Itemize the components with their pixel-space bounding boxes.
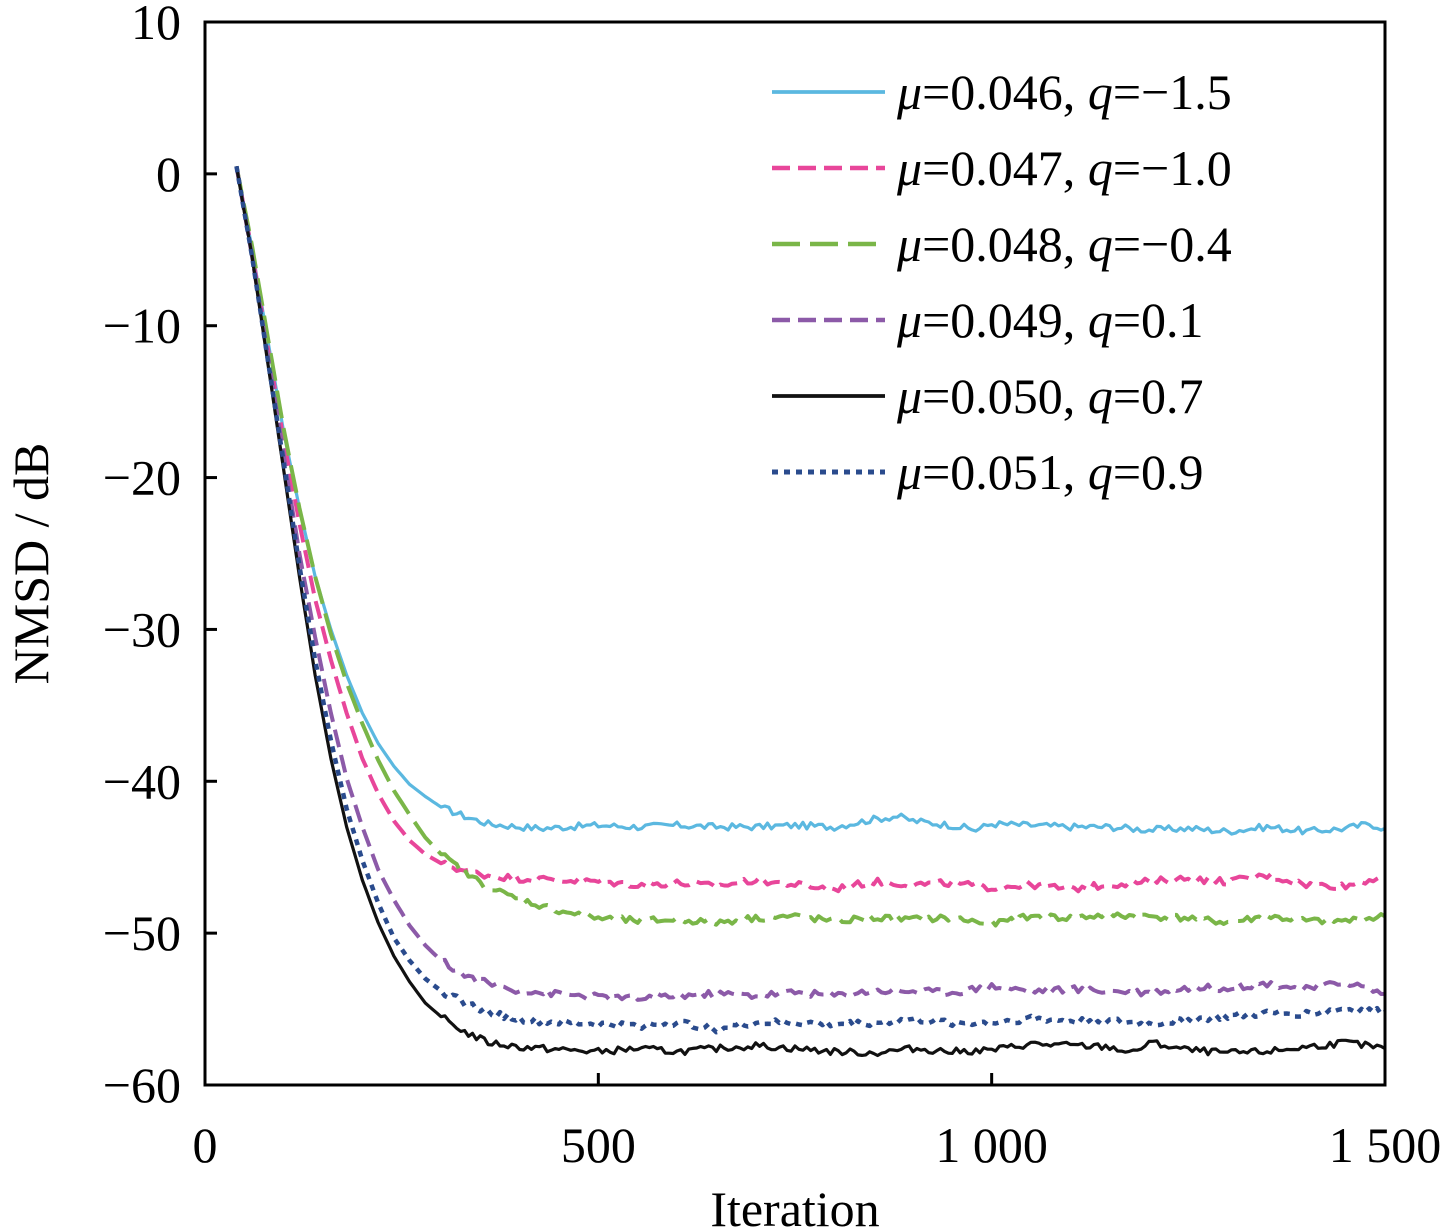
y-tick-label: −20 <box>103 450 181 506</box>
series-line-5 <box>234 166 1386 1058</box>
legend-label-part: =0.050, <box>922 368 1088 424</box>
series-line-3 <box>234 165 1387 928</box>
legend-label-2: μ=0.047, q=−1.0 <box>896 140 1232 196</box>
legend-label-part: q <box>1088 216 1113 272</box>
legend-label-part: =0.051, <box>922 444 1088 500</box>
legend-label-part: =0.046, <box>922 64 1088 120</box>
legend-label-part: =0.1 <box>1113 292 1204 348</box>
legend-label-part: =0.048, <box>922 216 1088 272</box>
legend-label-part: q <box>1088 64 1113 120</box>
legend: μ=0.046, q=−1.5μ=0.047, q=−1.0μ=0.048, q… <box>772 64 1232 500</box>
legend-label-part: =0.047, <box>922 140 1088 196</box>
series-line-2 <box>234 165 1386 894</box>
legend-label-part: μ <box>896 368 922 424</box>
x-tick-label: 1 000 <box>935 1117 1048 1173</box>
legend-label-part: =−1.0 <box>1113 140 1232 196</box>
ticks-layer: 100−10−20−30−40−50−600 500 1 000 1 500 <box>103 0 1441 1173</box>
plot-frame <box>203 20 1387 1087</box>
legend-label-part: μ <box>896 292 922 348</box>
x-tick-label: 0 <box>193 1117 218 1173</box>
y-tick-label: −50 <box>103 905 181 961</box>
legend-label-part: q <box>1088 368 1113 424</box>
legend-label-part: q <box>1088 292 1113 348</box>
y-tick-label: −10 <box>103 298 181 354</box>
y-tick-label: −30 <box>103 601 181 657</box>
series-layer <box>234 165 1387 1058</box>
legend-label-5: μ=0.050, q=0.7 <box>896 368 1204 424</box>
x-axis-title: Iteration <box>710 1181 879 1230</box>
legend-label-1: μ=0.046, q=−1.5 <box>896 64 1232 120</box>
y-tick-label: 0 <box>156 146 181 202</box>
legend-label-part: =0.7 <box>1113 368 1204 424</box>
x-tick-label: 500 <box>561 1117 636 1173</box>
legend-label-part: =0.9 <box>1113 444 1204 500</box>
legend-label-part: q <box>1088 444 1113 500</box>
x-tick-label: 1 500 <box>1329 1117 1442 1173</box>
legend-label-part: =0.049, <box>922 292 1088 348</box>
legend-label-part: μ <box>896 444 922 500</box>
legend-label-part: =−0.4 <box>1113 216 1232 272</box>
y-tick-label: −60 <box>103 1057 181 1113</box>
legend-label-6: μ=0.051, q=0.9 <box>896 444 1204 500</box>
series-line-1 <box>234 166 1386 836</box>
legend-label-part: μ <box>896 216 922 272</box>
legend-label-part: =−1.5 <box>1113 64 1232 120</box>
legend-label-4: μ=0.049, q=0.1 <box>896 292 1204 348</box>
legend-label-part: μ <box>896 140 922 196</box>
y-tick-label: 10 <box>131 0 181 50</box>
legend-label-3: μ=0.048, q=−0.4 <box>896 216 1232 272</box>
y-axis-title: NMSD / dB <box>3 443 59 685</box>
series-line-6 <box>234 165 1387 1035</box>
series-line-4 <box>234 165 1386 1003</box>
legend-label-part: q <box>1088 140 1113 196</box>
y-tick-label: −40 <box>103 753 181 809</box>
legend-label-part: μ <box>896 64 922 120</box>
